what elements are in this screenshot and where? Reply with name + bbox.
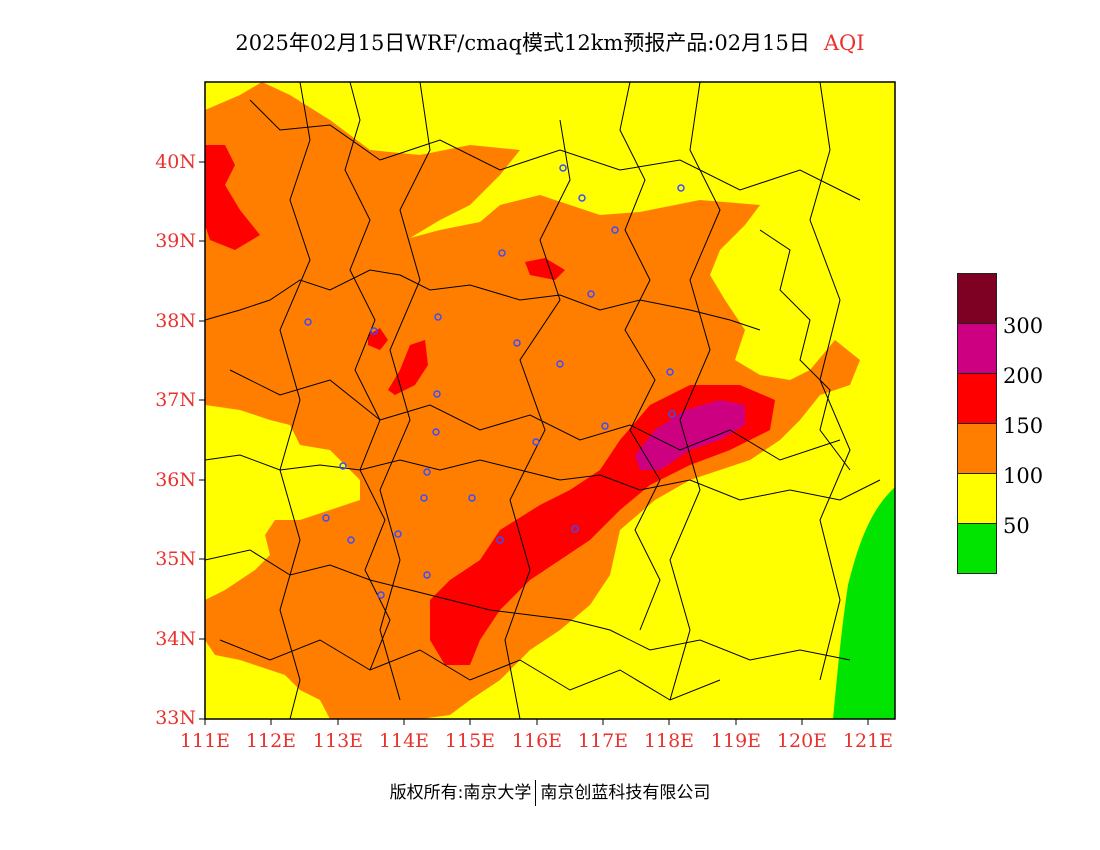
lon-label-119e: 119E [710,730,762,752]
lon-label-112e: 112E [245,730,297,752]
lat-label-38n: 38N [155,310,196,332]
city-marker [666,368,674,376]
aqi-legend [957,273,997,574]
map-title: 2025年02月15日WRF/cmaq模式12km预报产品:02月15日 AQI [0,27,1100,57]
copyright-footer: 版权所有:南京大学 南京创蓝科技有限公司 [0,778,1100,806]
city-marker [578,194,586,202]
legend-tick-200: 200 [1003,364,1044,388]
lon-label-120e: 120E [776,730,828,752]
city-marker [322,514,330,522]
province-borders [205,82,881,719]
copyright-divider [535,780,537,806]
legend-tick-150: 150 [1003,414,1044,438]
legend-swatch-good [957,524,997,574]
city-marker [498,249,506,257]
city-markers [304,164,685,599]
lon-label-118e: 118E [643,730,695,752]
city-marker [587,290,595,298]
legend-tick-50: 50 [1003,514,1030,538]
city-marker [377,591,385,599]
copyright-company: 南京创蓝科技有限公司 [540,783,711,803]
city-marker [432,428,440,436]
legend-swatch-hazardous [957,273,997,324]
city-marker [434,313,442,321]
legend-tick-300: 300 [1003,314,1044,338]
city-marker [420,494,428,502]
axis-ticks [199,161,869,725]
title-aqi-tag: AQI [823,31,865,55]
lat-label-37n: 37N [155,389,196,411]
lon-label-121e: 121E [842,730,894,752]
city-marker [601,422,609,430]
city-marker [559,164,567,172]
lat-label-34n: 34N [155,628,196,650]
city-marker [556,360,564,368]
city-marker [370,327,378,335]
legend-swatch-very-unhealthy [957,324,997,374]
legend-tick-100: 100 [1003,464,1044,488]
city-marker [571,525,579,533]
lat-label-40n: 40N [155,151,196,173]
city-marker [611,226,619,234]
region-very-unhealthy [635,400,745,470]
lon-label-116e: 116E [511,730,563,752]
city-marker [668,410,676,418]
lon-label-111e: 111E [179,730,231,752]
legend-swatch-moderate [957,474,997,524]
region-unhealthy [525,258,565,280]
lon-label-115e: 115E [444,730,496,752]
title-text: 2025年02月15日WRF/cmaq模式12km预报产品:02月15日 [235,31,810,55]
lon-label-113e: 113E [312,730,364,752]
lon-label-114e: 114E [378,730,430,752]
city-marker [677,184,685,192]
city-marker [394,530,402,538]
legend-swatch-usg [957,424,997,474]
city-marker [423,468,431,476]
city-marker [433,390,441,398]
region-unhealthy [430,385,775,665]
region-unhealthy [388,340,428,395]
region-good [833,487,895,719]
lat-label-35n: 35N [155,548,196,570]
copyright-owner: 版权所有:南京大学 [389,783,532,803]
region-unhealthy [205,145,260,250]
city-marker [468,494,476,502]
city-marker [423,571,431,579]
lat-label-33n: 33N [155,707,196,729]
city-marker [339,462,347,470]
city-marker [513,339,521,347]
city-marker [304,318,312,326]
city-marker [496,536,504,544]
city-marker [347,536,355,544]
lon-label-117e: 117E [577,730,629,752]
lat-label-39n: 39N [155,230,196,252]
lat-label-36n: 36N [155,469,196,491]
city-marker [532,438,540,446]
legend-swatch-unhealthy [957,374,997,424]
